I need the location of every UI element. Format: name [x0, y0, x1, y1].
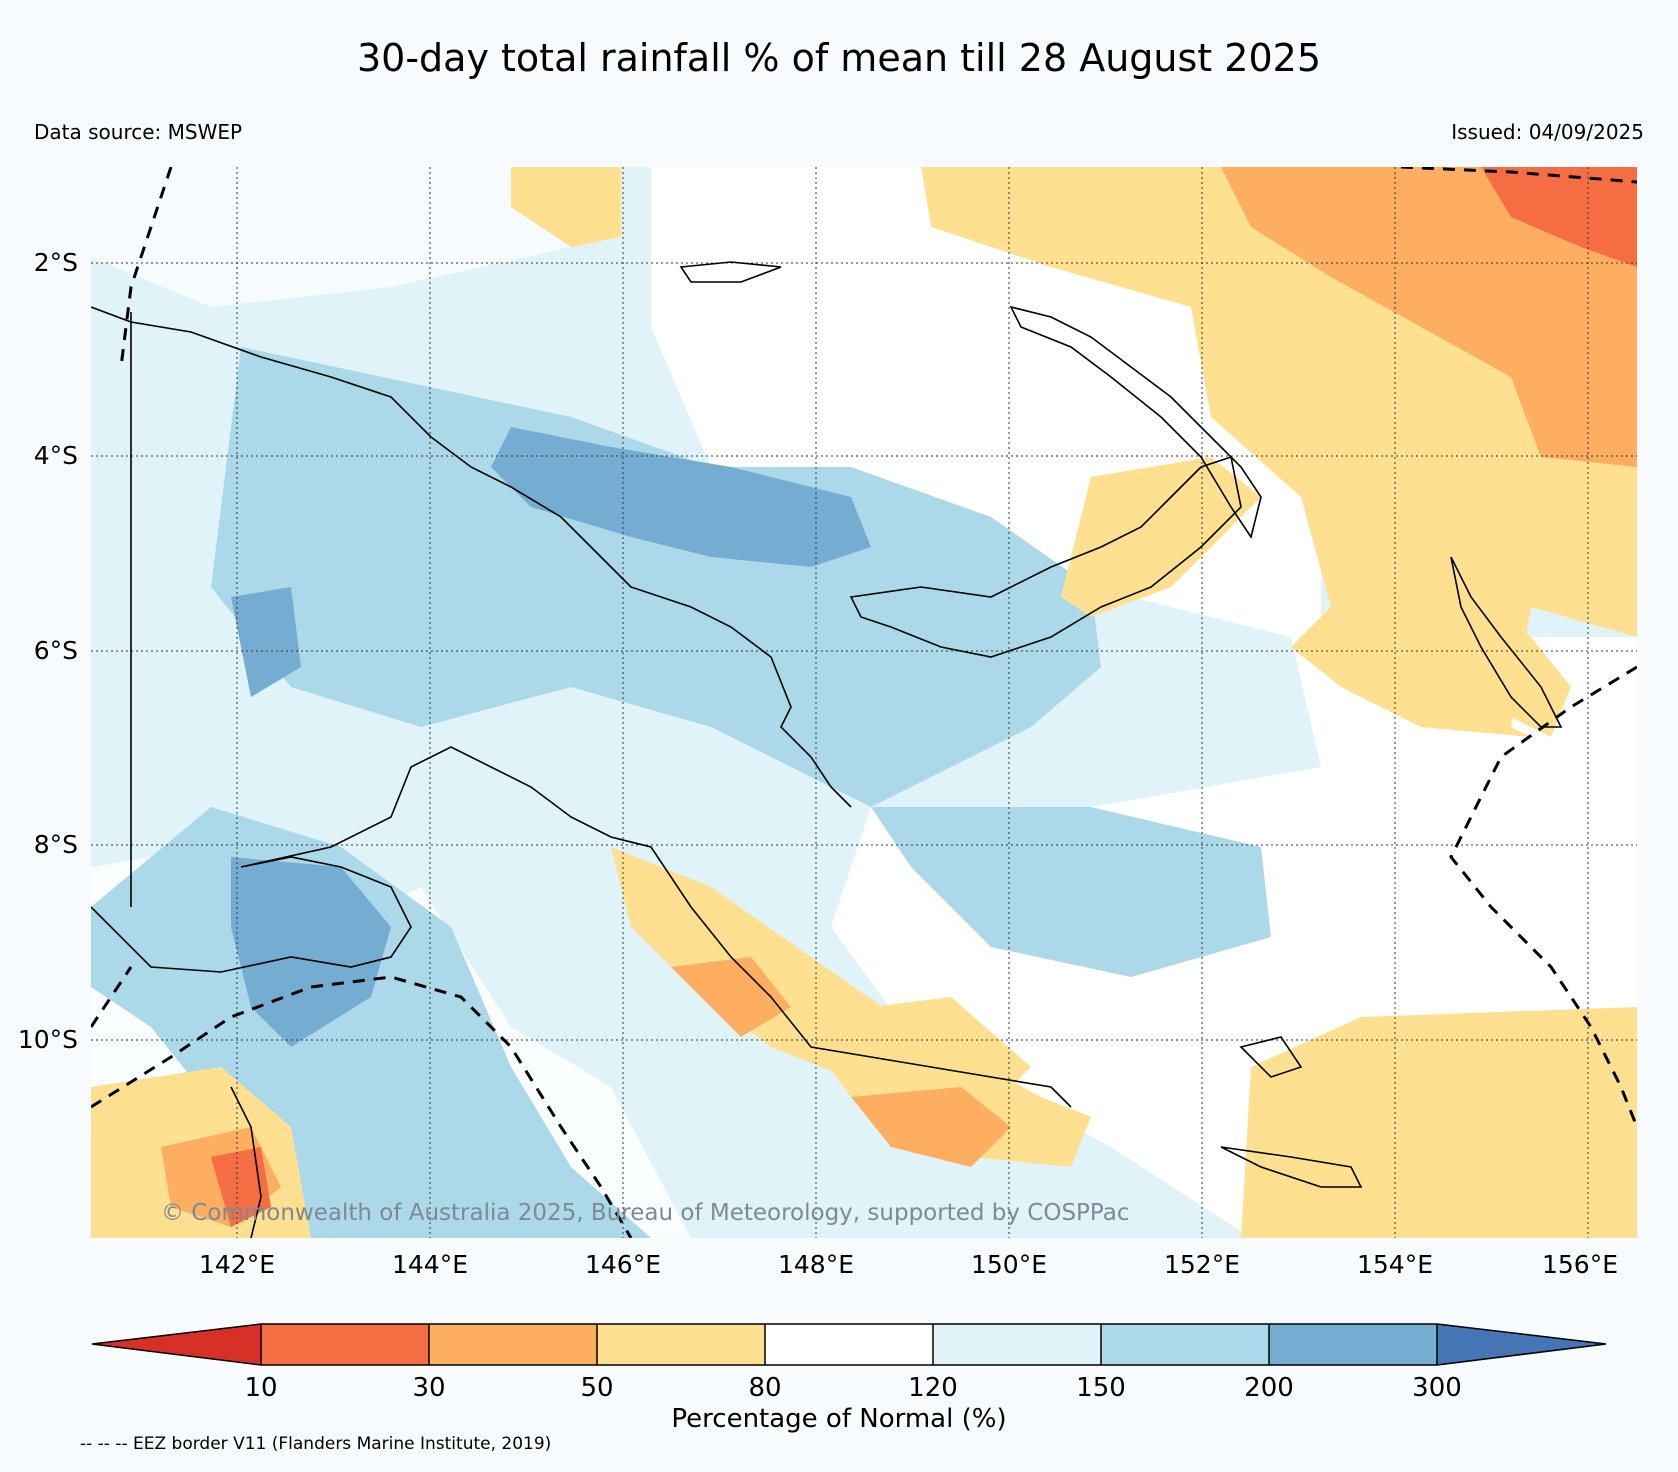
lon-label-142e: 142°E	[198, 1250, 275, 1279]
colorbar-label: Percentage of Normal (%)	[671, 1404, 1007, 1434]
coastline-manus	[679, 261, 782, 283]
very-wet-zone-west	[231, 587, 301, 697]
coastline-bougainville	[1450, 556, 1563, 728]
eez-border-west	[119, 167, 173, 368]
wet-zone-south	[871, 807, 1271, 977]
lon-label-146e: 146°E	[584, 1250, 661, 1279]
coastline-cape-york	[230, 1086, 262, 1238]
colorbar-tick-80: 80	[748, 1373, 782, 1403]
drier-zone-northeast	[1221, 167, 1637, 467]
coastline-new-britain	[849, 455, 1242, 658]
lat-label-2s: 2°S	[33, 248, 78, 277]
eez-border-northeast	[1400, 167, 1637, 184]
lon-label-148e: 148°E	[777, 1250, 854, 1279]
colorbar-tick-50: 50	[580, 1373, 614, 1403]
drier-zone-papuan	[671, 957, 791, 1037]
very-wet-zone-central	[491, 427, 871, 567]
issued-date: Issued: 04/09/2025	[1451, 120, 1644, 144]
colorbar-tick-30: 30	[412, 1373, 446, 1403]
lon-label-156e: 156°E	[1541, 1250, 1618, 1279]
lon-label-154e: 154°E	[1356, 1250, 1433, 1279]
colorbar-tick-120: 120	[908, 1373, 958, 1403]
normal-zone-north	[91, 167, 611, 307]
map-title: 30-day total rainfall % of mean till 28 …	[356, 36, 1321, 80]
data-source: Data source: MSWEP	[34, 120, 243, 144]
lat-label-10s: 10°S	[17, 1025, 78, 1054]
lon-label-144e: 144°E	[391, 1250, 468, 1279]
island-milne	[1239, 1036, 1303, 1078]
colorbar-segment-below-10	[92, 1324, 261, 1365]
dry-zone-north	[511, 167, 621, 247]
colorbar-tick-300: 300	[1412, 1373, 1462, 1403]
driest-zone-northeast	[1481, 167, 1637, 267]
lat-label-8s: 8°S	[33, 830, 78, 859]
colorbar-segment-200-300	[1269, 1324, 1437, 1365]
rainfall-map	[91, 167, 1637, 1238]
colorbar-segment-above-300	[1437, 1324, 1606, 1365]
colorbar	[0, 1320, 1678, 1370]
drier-zone-coral-sea	[851, 1087, 1011, 1167]
copyright-notice: © Commonwealth of Australia 2025, Bureau…	[161, 1200, 1130, 1226]
colorbar-segment-150-200	[1101, 1324, 1269, 1365]
eez-legend-note: -- -- -- EEZ border V11 (Flanders Marine…	[80, 1434, 552, 1454]
colorbar-tick-150: 150	[1076, 1373, 1126, 1403]
dry-zone-newbritain	[1061, 457, 1261, 617]
colorbar-tick-10: 10	[244, 1373, 278, 1403]
normal-zone-east	[651, 167, 1637, 1238]
colorbar-segment-10-30	[261, 1324, 429, 1365]
very-wet-zone-southwest	[231, 857, 391, 1047]
eez-border-east	[1449, 665, 1637, 1128]
lat-label-4s: 4°S	[33, 441, 78, 470]
island-louisiade	[1220, 1146, 1363, 1188]
eez-border-south	[91, 975, 633, 1238]
colorbar-tick-200: 200	[1244, 1373, 1294, 1403]
colorbar-segment-120-150	[933, 1324, 1101, 1365]
dry-zone-bougainville	[1451, 587, 1571, 737]
wet-zone-central	[211, 347, 1101, 807]
colorbar-segment-50-80	[597, 1324, 765, 1365]
lon-label-152e: 152°E	[1163, 1250, 1240, 1279]
lat-label-6s: 6°S	[33, 636, 78, 665]
colorbar-segment-30-50	[429, 1324, 597, 1365]
coastline-new-ireland	[1009, 305, 1262, 539]
coastline-new-guinea-north	[91, 306, 852, 808]
lon-label-150e: 150°E	[970, 1250, 1047, 1279]
dry-zone-solomon-sea	[791, 997, 1031, 1107]
dry-zone-southeast	[1241, 1007, 1637, 1238]
coastline-new-guinea-south	[91, 746, 1072, 1108]
colorbar-segment-80-120	[765, 1324, 933, 1365]
